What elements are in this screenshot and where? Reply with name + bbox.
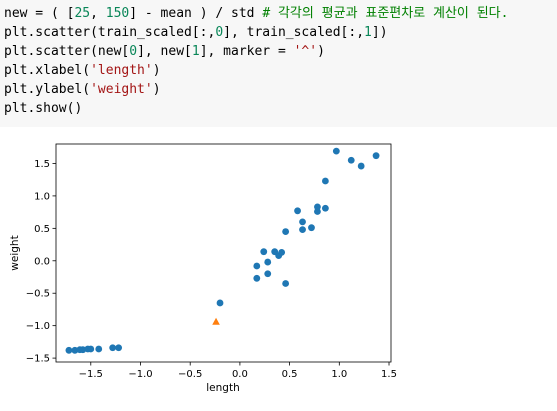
scatter-point — [358, 163, 365, 170]
scatter-point — [253, 263, 260, 270]
code-token: ], new[ — [137, 44, 192, 59]
scatter-point — [299, 226, 306, 233]
code-string: '^' — [294, 44, 317, 59]
code-line: plt.scatter(train_scaled[:,0], train_sca… — [4, 23, 388, 42]
y-tick-label: −0.5 — [26, 289, 50, 300]
code-token: ) — [317, 44, 325, 59]
scatter-chart: −1.5 −1.0 −0.5 0.0 0.5 1.0 1.5 −1.5 −1.0 −0.5 0.0 0… — [0, 127, 557, 407]
code-token: , — [90, 6, 106, 21]
code-token: ], train_scaled[:, — [223, 25, 364, 40]
code-token: ] - mean ) / std — [129, 6, 262, 21]
scatter-point — [299, 218, 306, 225]
scatter-point — [373, 152, 380, 159]
scatter-point — [217, 300, 224, 307]
x-tick-label: −1.0 — [128, 369, 152, 380]
x-tick-label: 1.5 — [381, 369, 397, 380]
code-token: plt.xlabel( — [4, 63, 90, 78]
y-tick-label: 0.0 — [34, 256, 50, 267]
y-tick-label: −1.5 — [26, 354, 50, 365]
scatter-point — [333, 148, 340, 155]
x-axis-label: length — [206, 382, 239, 394]
scatter-point — [278, 249, 285, 256]
code-line: plt.show() — [4, 99, 82, 118]
code-token: ]) — [372, 25, 388, 40]
y-tick-label: 0.5 — [34, 224, 50, 235]
scatter-point — [314, 204, 321, 211]
code-line: plt.xlabel('length') — [4, 61, 161, 80]
scatter-point — [322, 205, 329, 212]
code-token: new = ( [ — [4, 6, 74, 21]
code-number: 150 — [106, 6, 129, 21]
scatter-point — [66, 347, 73, 354]
x-tick-label: −1.5 — [79, 369, 103, 380]
scatter-point — [294, 207, 301, 214]
x-tick-label: 1.0 — [331, 369, 347, 380]
code-token: ], marker = — [200, 44, 294, 59]
y-tick-label: −1.0 — [26, 321, 50, 332]
code-cell[interactable]: new = ( [25, 150] - mean ) / std # 각각의 평… — [0, 0, 557, 127]
code-number: 1 — [192, 44, 200, 59]
scatter-point — [264, 259, 271, 266]
x-tick-label: 0.0 — [232, 369, 248, 380]
code-token: plt.scatter(train_scaled[:, — [4, 25, 215, 40]
code-line: plt.ylabel('weight') — [4, 80, 161, 99]
code-token: plt.show() — [4, 101, 82, 116]
scatter-point — [95, 346, 102, 353]
code-string: 'length' — [90, 63, 153, 78]
code-line: new = ( [25, 150] - mean ) / std # 각각의 평… — [4, 4, 508, 23]
scatter-point — [253, 275, 260, 282]
code-token: ) — [153, 63, 161, 78]
code-token: plt.ylabel( — [4, 82, 90, 97]
scatter-point — [282, 280, 289, 287]
x-tick-label: 0.5 — [282, 369, 298, 380]
code-token: ) — [153, 82, 161, 97]
code-string: 'weight' — [90, 82, 153, 97]
plot-area — [56, 144, 391, 362]
code-token: plt.scatter(new[ — [4, 44, 129, 59]
scatter-point — [109, 344, 116, 351]
code-number: 0 — [215, 25, 223, 40]
y-axis-label: weight — [9, 235, 21, 270]
scatter-point — [115, 344, 122, 351]
code-number: 1 — [364, 25, 372, 40]
code-comment: # 각각의 평균과 표준편차로 계산이 된다. — [262, 6, 508, 21]
scatter-point — [322, 178, 329, 185]
code-number: 0 — [129, 44, 137, 59]
scatter-point — [260, 248, 267, 255]
scatter-point — [348, 157, 355, 164]
scatter-point — [308, 224, 315, 231]
x-tick-label: −0.5 — [178, 369, 202, 380]
y-tick-label: 1.5 — [34, 159, 50, 170]
output-area: −1.5 −1.0 −0.5 0.0 0.5 1.0 1.5 −1.5 −1.0 −0.5 0.0 0… — [0, 127, 557, 407]
scatter-point — [87, 346, 94, 353]
scatter-point — [264, 270, 271, 277]
code-line: plt.scatter(new[0], new[1], marker = '^'… — [4, 42, 325, 61]
code-number: 25 — [74, 6, 90, 21]
y-tick-label: 1.0 — [34, 191, 50, 202]
scatter-point — [282, 228, 289, 235]
